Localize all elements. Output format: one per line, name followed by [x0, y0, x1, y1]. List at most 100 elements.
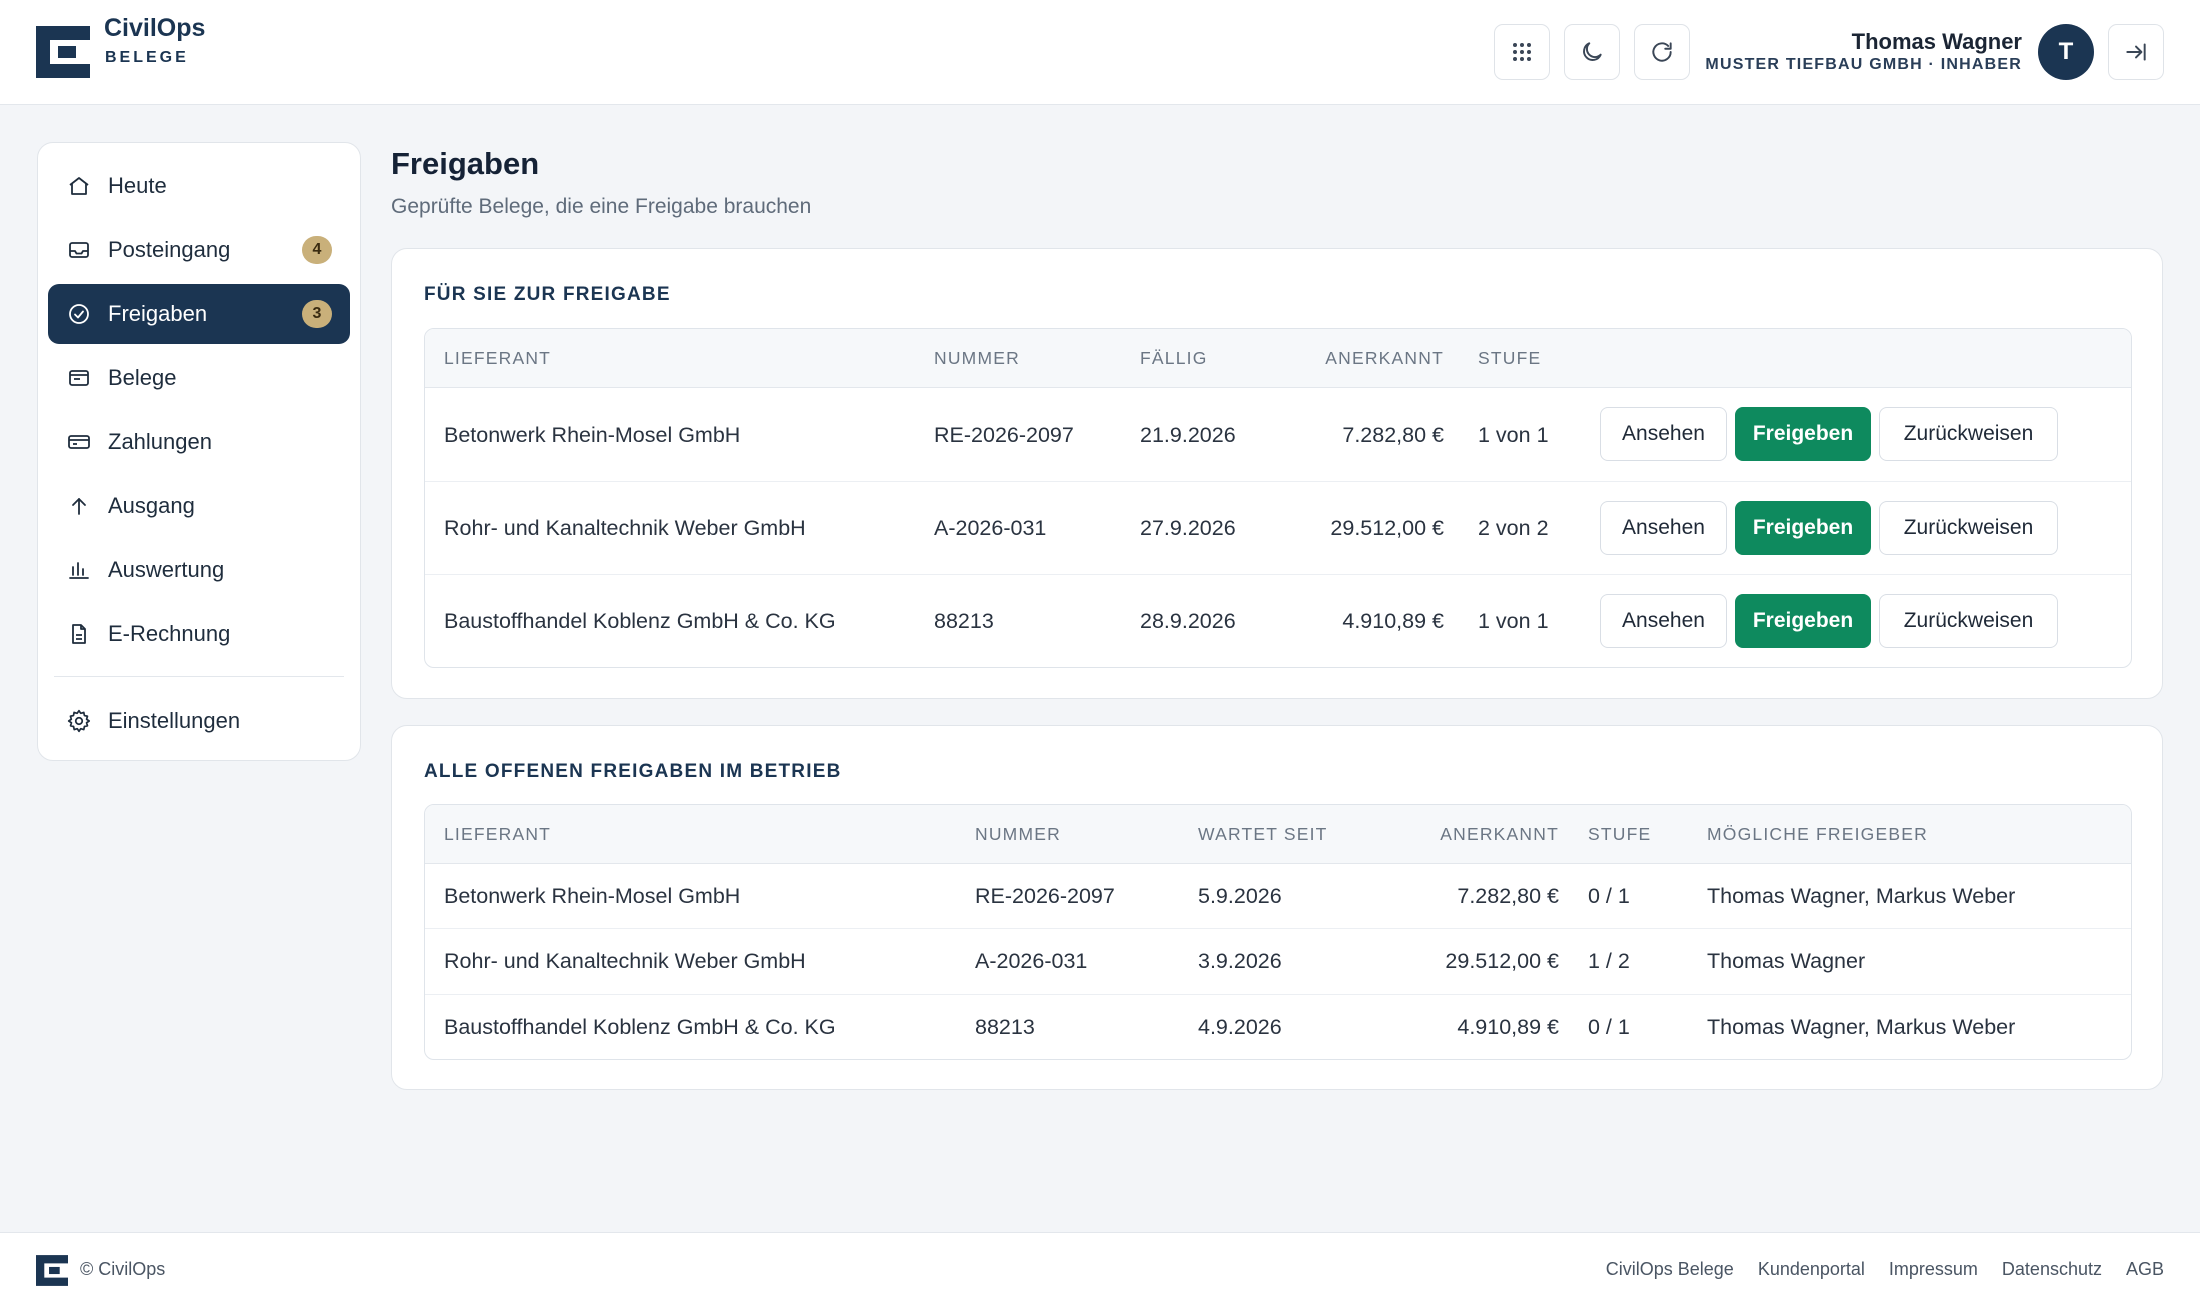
approve-button[interactable]: Freigeben — [1735, 501, 1871, 555]
supplier-cell: Betonwerk Rhein-Mosel GmbH — [444, 423, 741, 447]
reject-button[interactable]: Zurückweisen — [1879, 594, 2058, 648]
page-subtitle: Geprüfte Belege, die eine Freigabe brauc… — [391, 195, 812, 218]
sidebar-item-label: Zahlungen — [108, 429, 212, 454]
view-button[interactable]: Ansehen — [1600, 501, 1727, 555]
brand-subtitle: BELEGE — [105, 49, 189, 66]
table-row: Betonwerk Rhein-Mosel GmbH RE-2026-2097 … — [425, 388, 2131, 482]
footer-link-belege[interactable]: CivilOps Belege — [1605, 1259, 1734, 1279]
sidebar-item-label: Heute — [108, 173, 167, 198]
footer-link-impressum[interactable]: Impressum — [1888, 1259, 1978, 1279]
credit-card-icon — [66, 429, 92, 455]
stage-cell: 2 von 2 — [1478, 516, 1549, 540]
column-header: NUMMER — [975, 824, 1061, 844]
column-header: NUMMER — [934, 348, 1020, 368]
column-header: WARTET SEIT — [1198, 824, 1328, 844]
sidebar-item-belege[interactable]: Belege — [48, 348, 350, 408]
user-organization: MUSTER TIEFBAU GMBH · INHABER — [1705, 56, 2022, 73]
refresh-icon — [1652, 42, 1672, 62]
apps-button[interactable] — [1494, 24, 1550, 80]
column-header: FÄLLIG — [1140, 348, 1208, 368]
table-header: LIEFERANT NUMMER FÄLLIG ANERKANNT STUFE — [425, 329, 2131, 388]
check-circle-icon — [66, 301, 92, 327]
supplier-cell: Betonwerk Rhein-Mosel GmbH — [444, 884, 741, 908]
table-row: Rohr- und Kanaltechnik Weber GmbH A-2026… — [425, 482, 2131, 575]
column-header: ANERKANNT — [1325, 348, 1444, 368]
gear-icon — [66, 708, 92, 734]
reject-button[interactable]: Zurückweisen — [1879, 501, 2058, 555]
footer-link-agb[interactable]: AGB — [2125, 1259, 2164, 1279]
number-cell: A-2026-031 — [975, 949, 1088, 973]
all-open-approvals-table: LIEFERANT NUMMER WARTET SEIT ANERKANNT S… — [424, 804, 2132, 1060]
table-header: LIEFERANT NUMMER WARTET SEIT ANERKANNT S… — [425, 805, 2131, 864]
due-date-cell: 21.9.2026 — [1140, 423, 1236, 447]
sidebar-item-label: Einstellungen — [108, 708, 241, 733]
count-badge: 4 — [302, 236, 332, 264]
sidebar: Heute Posteingang 4 Freigaben 3 Belege Z… — [37, 142, 361, 761]
footer-links: CivilOps Belege Kundenportal Impressum D… — [1606, 1259, 2164, 1280]
waiting-since-cell: 5.9.2026 — [1198, 884, 1282, 908]
view-button[interactable]: Ansehen — [1600, 407, 1727, 461]
column-header: MÖGLICHE FREIGEBER — [1707, 824, 1928, 844]
amount-cell: 29.512,00 € — [1445, 949, 1559, 973]
sidebar-item-label: Ausgang — [108, 493, 195, 518]
refresh-button[interactable] — [1634, 24, 1690, 80]
waiting-since-cell: 3.9.2026 — [1198, 949, 1282, 973]
number-cell: RE-2026-2097 — [934, 423, 1074, 447]
logout-button[interactable] — [2108, 24, 2164, 80]
sidebar-item-label: Freigaben — [108, 301, 208, 326]
sidebar-item-zahlungen[interactable]: Zahlungen — [48, 412, 350, 472]
amount-cell: 7.282,80 € — [1342, 423, 1444, 447]
approvers-cell: Thomas Wagner, Markus Weber — [1707, 1015, 2016, 1039]
column-header: ANERKANNT — [1440, 824, 1559, 844]
sidebar-item-label: E-Rechnung — [108, 621, 231, 646]
top-header: CivilOps BELEGE Thomas Wagner MUSTER TIE… — [0, 0, 2200, 105]
table-row: Betonwerk Rhein-Mosel GmbH RE-2026-2097 … — [425, 864, 2131, 929]
table-row: Baustoffhandel Koblenz GmbH & Co. KG 882… — [425, 575, 2131, 667]
sidebar-item-auswertung[interactable]: Auswertung — [48, 540, 350, 600]
all-open-approvals-card: ALLE OFFENEN FREIGABEN IM BETRIEB LIEFER… — [391, 725, 2163, 1090]
approve-button[interactable]: Freigeben — [1735, 407, 1871, 461]
sidebar-item-ausgang[interactable]: Ausgang — [48, 476, 350, 536]
amount-cell: 29.512,00 € — [1330, 516, 1444, 540]
footer: © CivilOps CivilOps Belege Kundenportal … — [0, 1232, 2200, 1306]
theme-toggle-button[interactable] — [1564, 24, 1620, 80]
table-row: Baustoffhandel Koblenz GmbH & Co. KG 882… — [425, 995, 2131, 1059]
view-button[interactable]: Ansehen — [1600, 594, 1727, 648]
number-cell: 88213 — [975, 1015, 1035, 1039]
stage-cell: 1 von 1 — [1478, 423, 1549, 447]
column-header: LIEFERANT — [444, 348, 552, 368]
sidebar-item-heute[interactable]: Heute — [48, 156, 350, 216]
stage-cell: 1 von 1 — [1478, 609, 1549, 633]
amount-cell: 4.910,89 € — [1457, 1015, 1559, 1039]
number-cell: A-2026-031 — [934, 516, 1047, 540]
civilops-logo[interactable] — [36, 26, 90, 78]
sidebar-item-freigaben[interactable]: Freigaben 3 — [48, 284, 350, 344]
footer-link-kundenportal[interactable]: Kundenportal — [1757, 1259, 1865, 1279]
amount-cell: 4.910,89 € — [1342, 609, 1444, 633]
brand-name: CivilOps — [104, 14, 206, 42]
approve-button[interactable]: Freigeben — [1735, 594, 1871, 648]
logout-icon — [2126, 43, 2146, 61]
avatar[interactable]: T — [2038, 24, 2094, 80]
due-date-cell: 27.9.2026 — [1140, 516, 1236, 540]
sidebar-item-label: Auswertung — [108, 557, 225, 582]
footer-link-datenschutz[interactable]: Datenschutz — [2001, 1259, 2102, 1279]
sidebar-item-posteingang[interactable]: Posteingang 4 — [48, 220, 350, 280]
footer-copyright: © CivilOps — [80, 1259, 166, 1279]
reject-button[interactable]: Zurückweisen — [1879, 407, 2058, 461]
civilops-logo — [36, 1255, 68, 1286]
stage-cell: 0 / 1 — [1588, 884, 1630, 908]
sidebar-divider — [54, 676, 344, 677]
user-name: Thomas Wagner — [1851, 29, 2022, 54]
approvers-cell: Thomas Wagner — [1707, 949, 1866, 973]
supplier-cell: Baustoffhandel Koblenz GmbH & Co. KG — [444, 1015, 836, 1039]
waiting-since-cell: 4.9.2026 — [1198, 1015, 1282, 1039]
table-row: Rohr- und Kanaltechnik Weber GmbH A-2026… — [425, 929, 2131, 995]
supplier-cell: Rohr- und Kanaltechnik Weber GmbH — [444, 516, 806, 540]
sidebar-item-e-rechnung[interactable]: E-Rechnung — [48, 604, 350, 664]
arrow-up-icon — [66, 493, 92, 519]
number-cell: RE-2026-2097 — [975, 884, 1115, 908]
section-title: FÜR SIE ZUR FREIGABE — [424, 284, 671, 305]
sidebar-item-einstellungen[interactable]: Einstellungen — [48, 691, 350, 751]
sidebar-item-label: Posteingang — [108, 237, 231, 262]
